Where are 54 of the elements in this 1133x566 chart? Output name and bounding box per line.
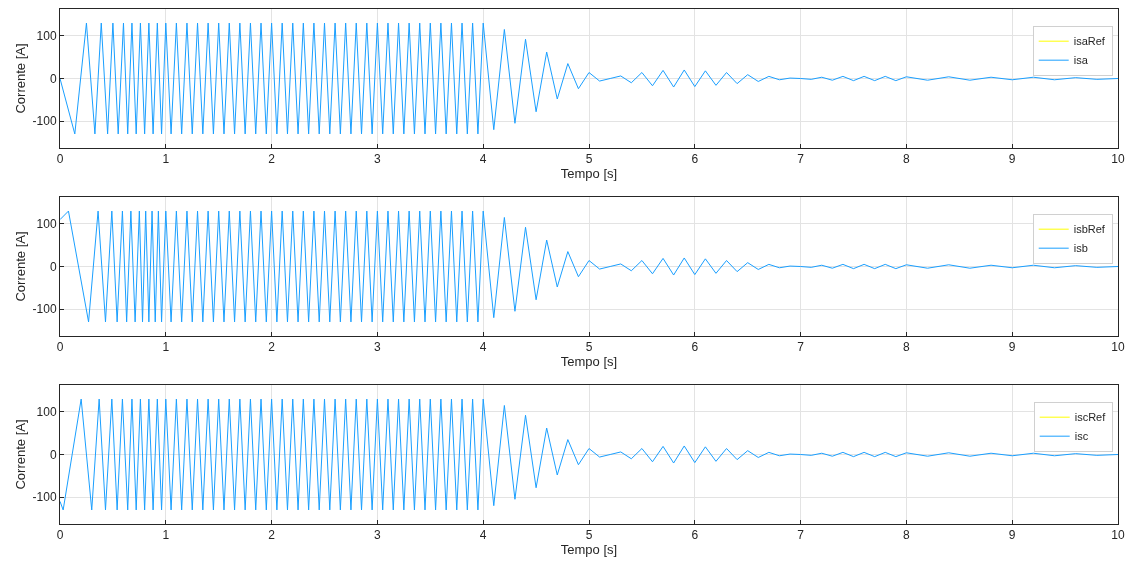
- x-tick-label: 7: [797, 528, 805, 543]
- x-tick-label: 4: [479, 152, 487, 167]
- x-tick-label: 9: [1008, 528, 1016, 543]
- y-tick-label: -100: [32, 302, 57, 317]
- x-tick-label: 3: [374, 152, 382, 167]
- x-axis-title: Tempo [s]: [560, 354, 618, 370]
- line-series: [60, 398, 1118, 511]
- x-tick-label: 2: [268, 152, 276, 167]
- legend-label: isaRef: [1073, 35, 1106, 48]
- x-tick-label: 10: [1111, 340, 1125, 355]
- y-tick-label: 0: [49, 71, 57, 86]
- x-tick-label: 4: [479, 528, 487, 543]
- x-tick-label: 2: [268, 340, 276, 355]
- x-tick-label: 7: [797, 152, 805, 167]
- x-tick-label: 3: [374, 528, 382, 543]
- legend-label: isb: [1073, 242, 1088, 255]
- y-tick-label: -100: [32, 490, 57, 505]
- x-tick-label: 10: [1111, 152, 1125, 167]
- x-axis-title: Tempo [s]: [560, 166, 618, 182]
- x-tick-label: 2: [268, 528, 276, 543]
- x-tick-label: 8: [903, 340, 911, 355]
- x-tick-label: 5: [585, 528, 593, 543]
- y-tick-label: 100: [36, 405, 57, 420]
- x-tick-label: 8: [903, 152, 911, 167]
- legend-label: isa: [1073, 54, 1089, 67]
- x-tick-label: 5: [585, 340, 593, 355]
- y-tick-label: -100: [32, 114, 57, 129]
- x-tick-label: 7: [797, 340, 805, 355]
- x-tick-label: 6: [691, 340, 699, 355]
- x-tick-label: 9: [1008, 340, 1016, 355]
- x-tick-label: 8: [903, 528, 911, 543]
- y-tick-label: 0: [49, 447, 57, 462]
- y-tick-label: 100: [36, 29, 57, 44]
- x-tick-label: 10: [1111, 528, 1125, 543]
- x-tick-label: 6: [691, 152, 699, 167]
- x-tick-label: 9: [1008, 152, 1016, 167]
- legend-label: isc: [1074, 430, 1089, 443]
- x-tick-label: 3: [374, 340, 382, 355]
- y-axis-title: Corrente [A]: [12, 43, 28, 114]
- x-tick-label: 1: [162, 340, 170, 355]
- y-axis-title: Corrente [A]: [12, 419, 28, 490]
- x-tick-label: 1: [162, 528, 170, 543]
- x-tick-label: 1: [162, 152, 170, 167]
- x-tick-label: 6: [691, 528, 699, 543]
- line-series: [60, 22, 1118, 135]
- legend-label: isbRef: [1073, 223, 1106, 236]
- y-tick-label: 0: [49, 259, 57, 274]
- x-tick-label: 5: [585, 152, 593, 167]
- y-axis-title: Corrente [A]: [12, 231, 28, 302]
- x-tick-label: 4: [479, 340, 487, 355]
- line-series: [60, 210, 1118, 323]
- legend-label: iscRef: [1074, 411, 1107, 424]
- x-axis-title: Tempo [s]: [560, 542, 618, 558]
- y-tick-label: 100: [36, 217, 57, 232]
